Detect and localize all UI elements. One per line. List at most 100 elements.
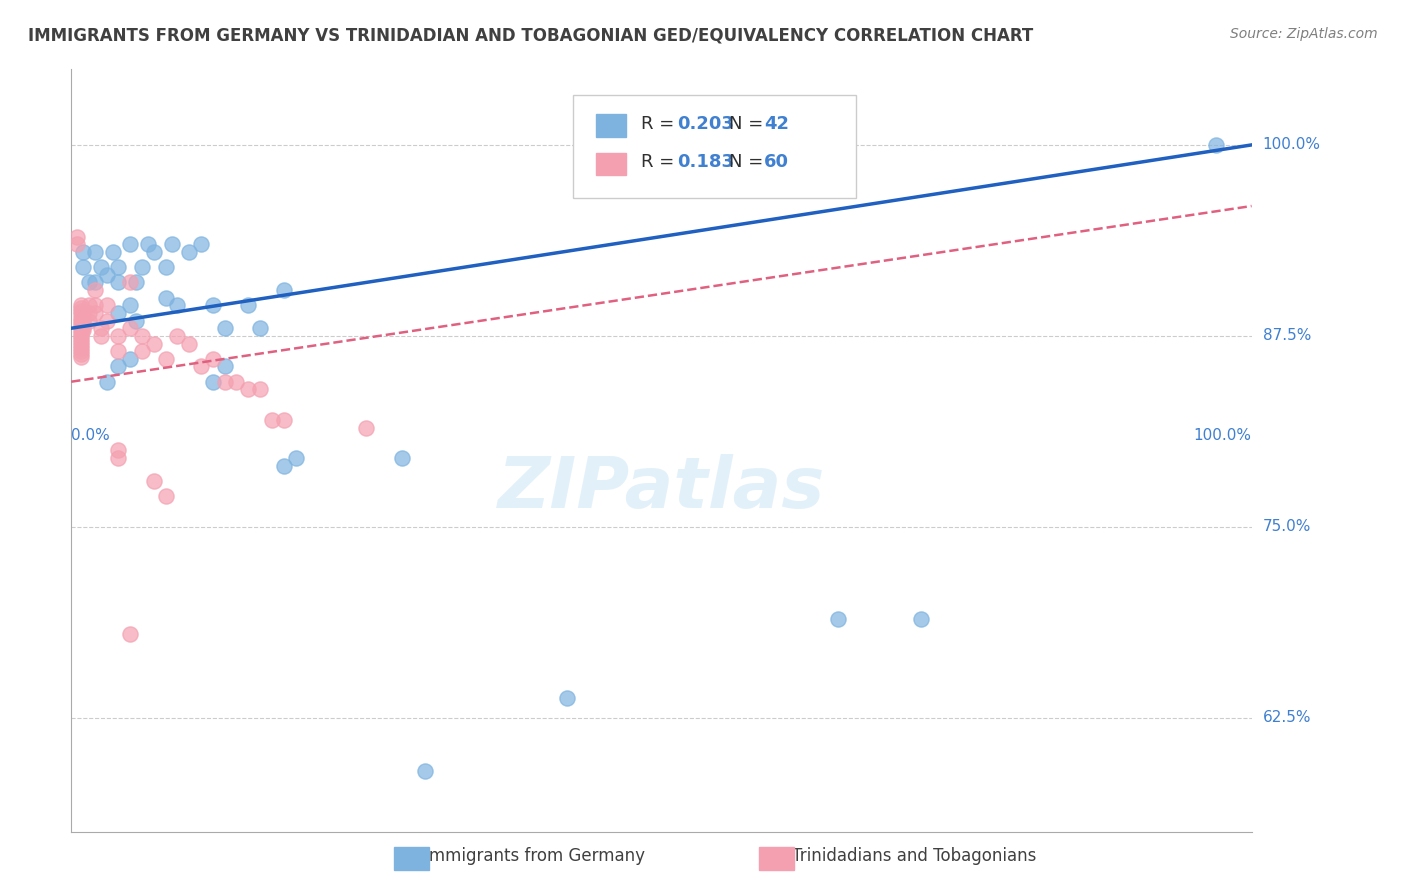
Text: 42: 42 (763, 115, 789, 133)
Point (155, 489, 177, 503)
Point (72, 306, 94, 320)
Point (249, 321, 271, 335)
FancyBboxPatch shape (572, 95, 856, 198)
Point (107, 260, 129, 274)
Point (260, 413, 283, 427)
Point (69, 298, 91, 312)
Point (69, 304, 91, 318)
Text: 0.203: 0.203 (676, 115, 734, 133)
Point (155, 291, 177, 305)
Bar (596, 114, 626, 137)
Point (90, 321, 112, 335)
Point (120, 321, 142, 335)
Point (107, 443, 129, 458)
Point (83, 244, 105, 259)
Point (125, 313, 148, 327)
Point (77, 298, 100, 312)
Point (96, 298, 118, 312)
Point (77, 276, 100, 290)
Point (1205, 137, 1227, 152)
Point (90, 260, 112, 274)
Point (107, 306, 129, 320)
Point (155, 351, 177, 366)
Point (166, 329, 188, 343)
Point (238, 382, 260, 396)
Point (356, 420, 378, 434)
Text: 87.5%: 87.5% (1263, 328, 1310, 343)
Point (273, 413, 295, 427)
Text: N =: N = (728, 153, 769, 171)
Point (90, 329, 112, 343)
Point (214, 375, 236, 389)
Text: 62.5%: 62.5% (1263, 710, 1312, 725)
Point (166, 298, 188, 312)
Point (72, 260, 94, 274)
Point (72, 317, 94, 331)
Point (120, 627, 142, 641)
Point (273, 458, 295, 473)
Point (131, 260, 153, 274)
Point (96, 313, 118, 327)
Point (72, 319, 94, 334)
Point (125, 276, 148, 290)
Point (120, 237, 142, 252)
Point (120, 351, 142, 366)
Text: 0.0%: 0.0% (72, 427, 110, 442)
Point (69, 329, 91, 343)
Text: 100.0%: 100.0% (1263, 137, 1320, 153)
Point (155, 260, 177, 274)
Point (142, 244, 165, 259)
Point (72, 244, 94, 259)
Point (107, 451, 129, 466)
Point (238, 298, 260, 312)
Point (120, 276, 142, 290)
Point (69, 347, 91, 361)
Point (66, 237, 89, 252)
Point (83, 298, 105, 312)
Point (131, 344, 153, 359)
Point (69, 334, 91, 349)
Point (77, 313, 100, 327)
Text: N =: N = (728, 115, 769, 133)
Point (120, 298, 142, 312)
Point (107, 276, 129, 290)
Point (69, 351, 91, 365)
Point (201, 298, 224, 312)
Text: Trinidadians and Tobagonians: Trinidadians and Tobagonians (792, 847, 1036, 865)
Point (69, 317, 91, 331)
Point (910, 611, 932, 625)
Point (225, 375, 247, 389)
Point (190, 237, 212, 252)
Point (69, 344, 91, 359)
Text: 0.183: 0.183 (676, 153, 734, 171)
Point (131, 329, 153, 343)
Point (179, 244, 201, 259)
Point (827, 611, 849, 625)
Text: Immigrants from Germany: Immigrants from Germany (423, 847, 645, 865)
Point (72, 323, 94, 337)
Text: R =: R = (641, 115, 681, 133)
Point (96, 268, 118, 282)
Point (142, 336, 165, 351)
Point (214, 321, 236, 335)
Text: R =: R = (641, 153, 681, 171)
Text: Source: ZipAtlas.com: Source: ZipAtlas.com (1230, 27, 1378, 41)
Point (69, 338, 91, 352)
Point (142, 474, 165, 488)
Point (69, 319, 91, 334)
Point (69, 326, 91, 340)
Point (190, 359, 212, 374)
Point (201, 351, 224, 366)
Point (101, 244, 124, 259)
Point (96, 375, 118, 389)
Point (69, 313, 91, 327)
Point (69, 323, 91, 337)
Text: 75.0%: 75.0% (1263, 519, 1310, 534)
Point (69, 341, 91, 355)
Bar (596, 153, 626, 176)
Text: IMMIGRANTS FROM GERMANY VS TRINIDADIAN AND TOBAGONIAN GED/EQUIVALENCY CORRELATIO: IMMIGRANTS FROM GERMANY VS TRINIDADIAN A… (28, 27, 1033, 45)
Point (214, 359, 236, 374)
Point (77, 306, 100, 320)
Point (72, 310, 94, 325)
Point (69, 310, 91, 325)
